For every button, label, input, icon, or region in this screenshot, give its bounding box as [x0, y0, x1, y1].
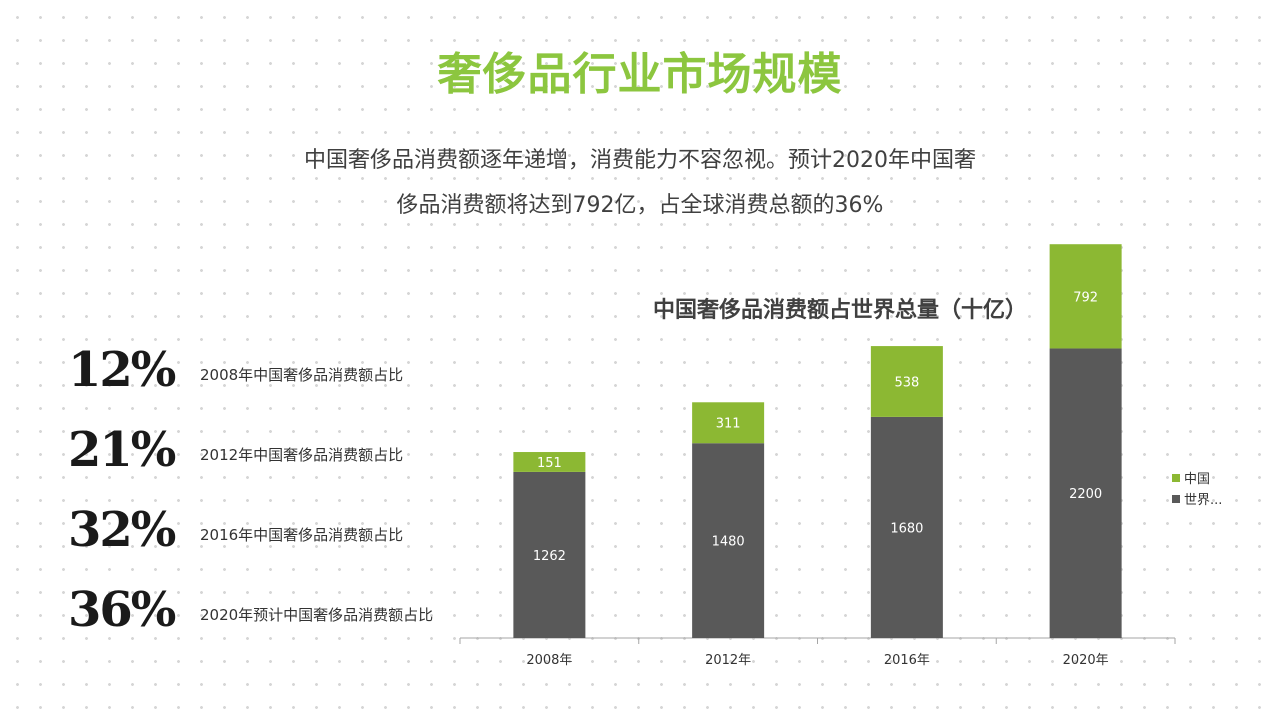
stat-label-2008: 2008年中国奢侈品消费额占比	[200, 366, 404, 384]
bar-world-3	[1049, 348, 1122, 638]
data-label-world-2: 1680	[890, 521, 923, 536]
legend-label-china: 中国	[1184, 472, 1211, 487]
bar-world-1	[692, 443, 765, 638]
stat-label-2016: 2016年中国奢侈品消费额占比	[200, 526, 404, 544]
data-label-china-1: 311	[716, 417, 741, 432]
x-tick-label-2: 2016年	[884, 653, 930, 668]
legend-swatch-china	[1172, 474, 1180, 482]
description-line-2: 侈品消费额将达到792亿，占全球消费总额的36%	[396, 193, 884, 218]
chart-title: 中国奢侈品消费额占世界总量（十亿）	[652, 298, 1027, 323]
x-tick-label-1: 2012年	[705, 653, 751, 668]
stat-value-2020: 36%	[68, 582, 176, 638]
data-label-world-3: 2200	[1069, 487, 1102, 502]
x-tick-label-3: 2020年	[1063, 653, 1109, 668]
bar-world-2	[870, 416, 943, 638]
legend-label-world: 世界...	[1184, 493, 1223, 508]
bar-china-2	[870, 346, 943, 417]
bar-china-0	[513, 452, 586, 472]
stat-label-2012: 2012年中国奢侈品消费额占比	[200, 446, 404, 464]
data-label-world-0: 1262	[533, 549, 566, 564]
stat-label-2020: 2020年预计中国奢侈品消费额占比	[200, 606, 434, 624]
data-label-china-0: 151	[537, 456, 562, 471]
stat-value-2012: 21%	[68, 422, 176, 478]
bar-china-1	[692, 402, 765, 444]
data-label-china-3: 792	[1073, 290, 1098, 305]
legend-item-world: 世界...	[1172, 493, 1222, 509]
bar-china-3	[1049, 244, 1122, 349]
x-tick-label-0: 2008年	[526, 653, 572, 668]
legend-item-china: 中国	[1172, 472, 1210, 488]
legend-swatch-world	[1172, 495, 1180, 503]
bar-world-0	[513, 471, 586, 638]
stat-value-2008: 12%	[68, 342, 176, 398]
data-label-world-1: 1480	[712, 535, 745, 550]
data-label-china-2: 538	[894, 375, 919, 390]
description-line-1: 中国奢侈品消费额逐年递增，消费能力不容忽视。预计2020年中国奢	[304, 148, 976, 173]
page-title: 奢侈品行业市场规模	[437, 49, 843, 100]
stat-value-2016: 32%	[68, 502, 176, 558]
